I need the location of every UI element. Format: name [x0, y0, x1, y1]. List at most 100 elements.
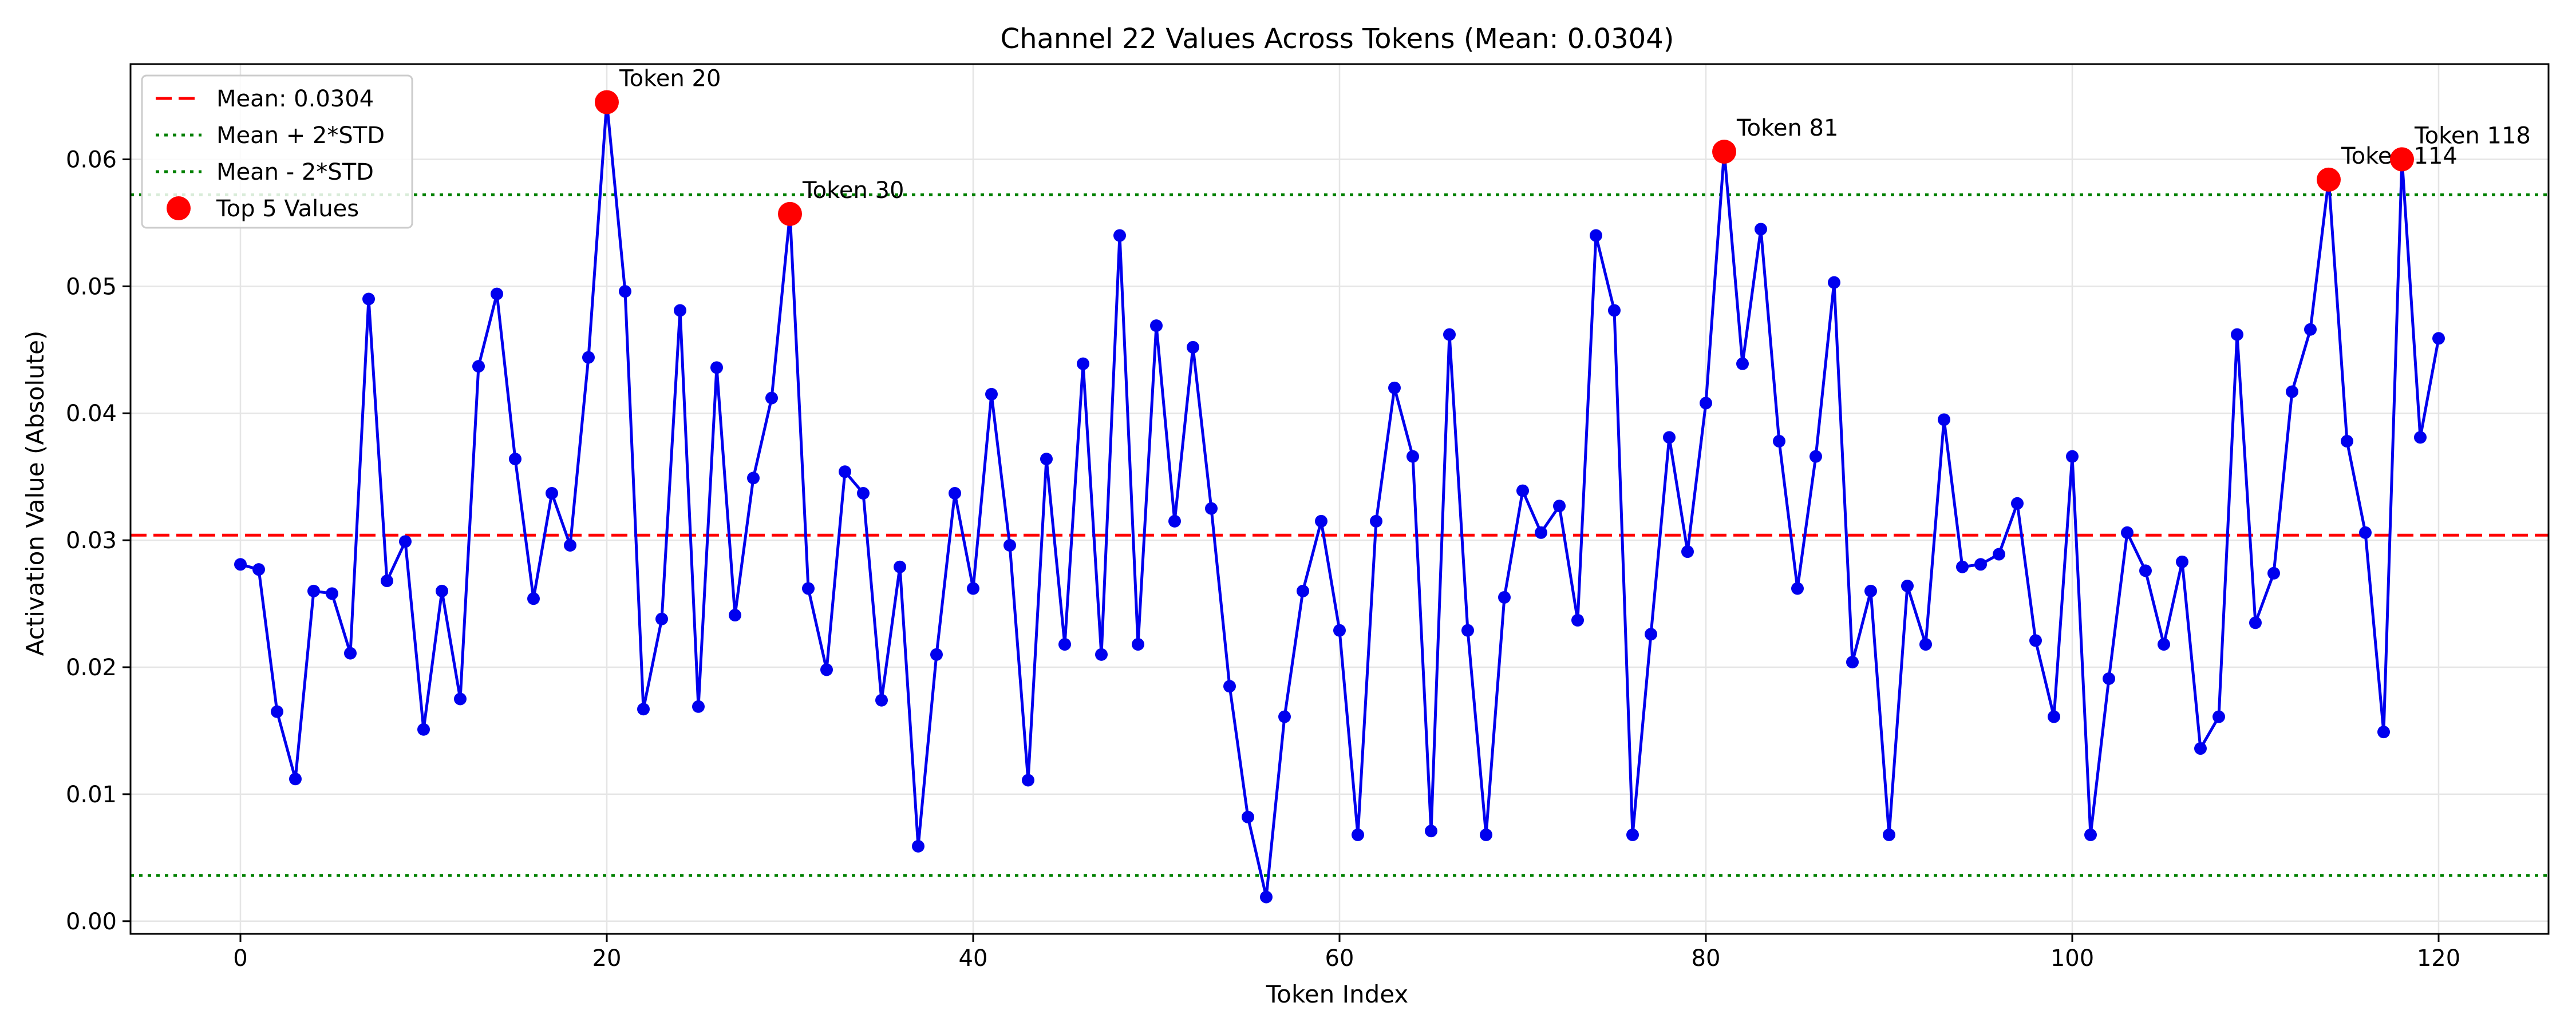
data-point: [1553, 500, 1566, 513]
x-tick-label: 120: [2417, 945, 2460, 972]
data-point: [1461, 624, 1474, 637]
data-point: [1095, 648, 1108, 661]
chart-title: Channel 22 Values Across Tokens (Mean: 0…: [1001, 23, 1674, 55]
data-point: [1608, 304, 1621, 317]
data-point: [1297, 584, 1309, 597]
y-tick-label: 0.05: [66, 274, 117, 300]
legend-label: Mean: 0.0304: [216, 86, 374, 112]
data-point: [1242, 810, 1254, 823]
top-value-marker: [595, 90, 619, 114]
data-point: [2231, 328, 2243, 341]
x-tick-label: 60: [1325, 945, 1354, 972]
data-point: [1260, 890, 1273, 904]
data-point: [930, 648, 943, 661]
data-point: [1736, 357, 1749, 370]
data-point: [2084, 828, 2097, 841]
grid-layer: [131, 64, 2549, 934]
data-point: [2212, 710, 2225, 723]
y-axis-label: Activation Value (Absolute): [21, 331, 49, 656]
y-tick-label: 0.00: [66, 909, 117, 935]
data-point: [2432, 332, 2445, 345]
data-point: [1443, 328, 1456, 341]
data-point: [1516, 484, 1529, 497]
data-point: [1278, 710, 1291, 723]
data-point: [271, 705, 283, 718]
data-point: [1535, 526, 1547, 539]
data-point: [1077, 357, 1089, 370]
x-tick-label: 80: [1692, 945, 1721, 972]
x-tick-label: 0: [233, 945, 247, 972]
y-tick-label: 0.03: [66, 528, 117, 554]
data-point: [1333, 624, 1346, 637]
data-point: [765, 391, 778, 405]
data-point: [1773, 435, 1785, 448]
y-tick-label: 0.02: [66, 655, 117, 681]
data-point: [802, 582, 815, 595]
data-point: [967, 582, 979, 595]
data-point: [1681, 545, 1694, 558]
data-point: [1993, 548, 2005, 561]
legend-label: Mean + 2*STD: [216, 122, 385, 149]
y-tick-label: 0.01: [66, 782, 117, 808]
data-point: [1388, 381, 1401, 394]
data-point: [2029, 634, 2042, 647]
data-point: [2414, 431, 2427, 444]
data-point: [2066, 450, 2079, 463]
y-tick-label: 0.04: [66, 401, 117, 427]
data-point: [1828, 276, 1840, 289]
data-point: [2267, 566, 2280, 580]
legend-marker-swatch: [167, 196, 191, 220]
data-point: [747, 472, 760, 485]
data-point: [1809, 450, 1822, 463]
legend-label: Mean - 2*STD: [216, 159, 374, 185]
data-point: [1168, 514, 1181, 528]
data-point: [2176, 555, 2188, 568]
data-point: [491, 287, 503, 300]
x-tick-label: 20: [592, 945, 622, 972]
data-point: [381, 575, 393, 588]
data-point: [307, 584, 320, 597]
y-axis-ticks: 0.00 0.01 0.02 0.03 0.04 0.05 0.06: [66, 146, 131, 935]
data-point: [1645, 628, 1657, 641]
data-point: [1040, 453, 1053, 466]
data-point: [2249, 616, 2262, 629]
top-value-marker: [2317, 167, 2341, 192]
data-point: [1132, 638, 1144, 651]
data-point: [289, 772, 302, 786]
data-point: [1223, 680, 1236, 693]
legend-box: [141, 74, 413, 229]
data-point: [710, 361, 723, 374]
data-point: [637, 703, 650, 716]
reference-lines: [131, 193, 2549, 877]
data-point: [1938, 413, 1950, 426]
data-point: [252, 563, 265, 576]
data-point: [655, 612, 668, 625]
data-point: [1003, 538, 1016, 552]
data-point: [1864, 584, 1877, 597]
data-point: [1370, 514, 1382, 528]
data-point: [1022, 774, 1034, 787]
data-point: [1571, 613, 1584, 627]
data-point: [1755, 223, 1767, 236]
data-point: [1590, 229, 1602, 242]
data-point: [729, 609, 741, 622]
data-point: [875, 694, 888, 707]
x-tick-label: 40: [959, 945, 988, 972]
data-point: [2011, 497, 2024, 510]
data-point: [1058, 638, 1071, 651]
data-point: [839, 465, 851, 478]
data-point: [1919, 638, 1932, 651]
x-axis-ticks: 0 20 40 60 80 100 120: [233, 934, 2460, 972]
data-point: [1425, 825, 1437, 838]
data-point: [674, 304, 686, 317]
data-point: [1663, 431, 1676, 444]
data-point: [619, 285, 631, 298]
data-point: [894, 560, 906, 573]
data-point: [344, 647, 357, 660]
data-point: [1498, 591, 1511, 604]
data-point: [2286, 385, 2298, 398]
data-point: [1846, 656, 1859, 669]
data-point: [2121, 526, 2134, 539]
